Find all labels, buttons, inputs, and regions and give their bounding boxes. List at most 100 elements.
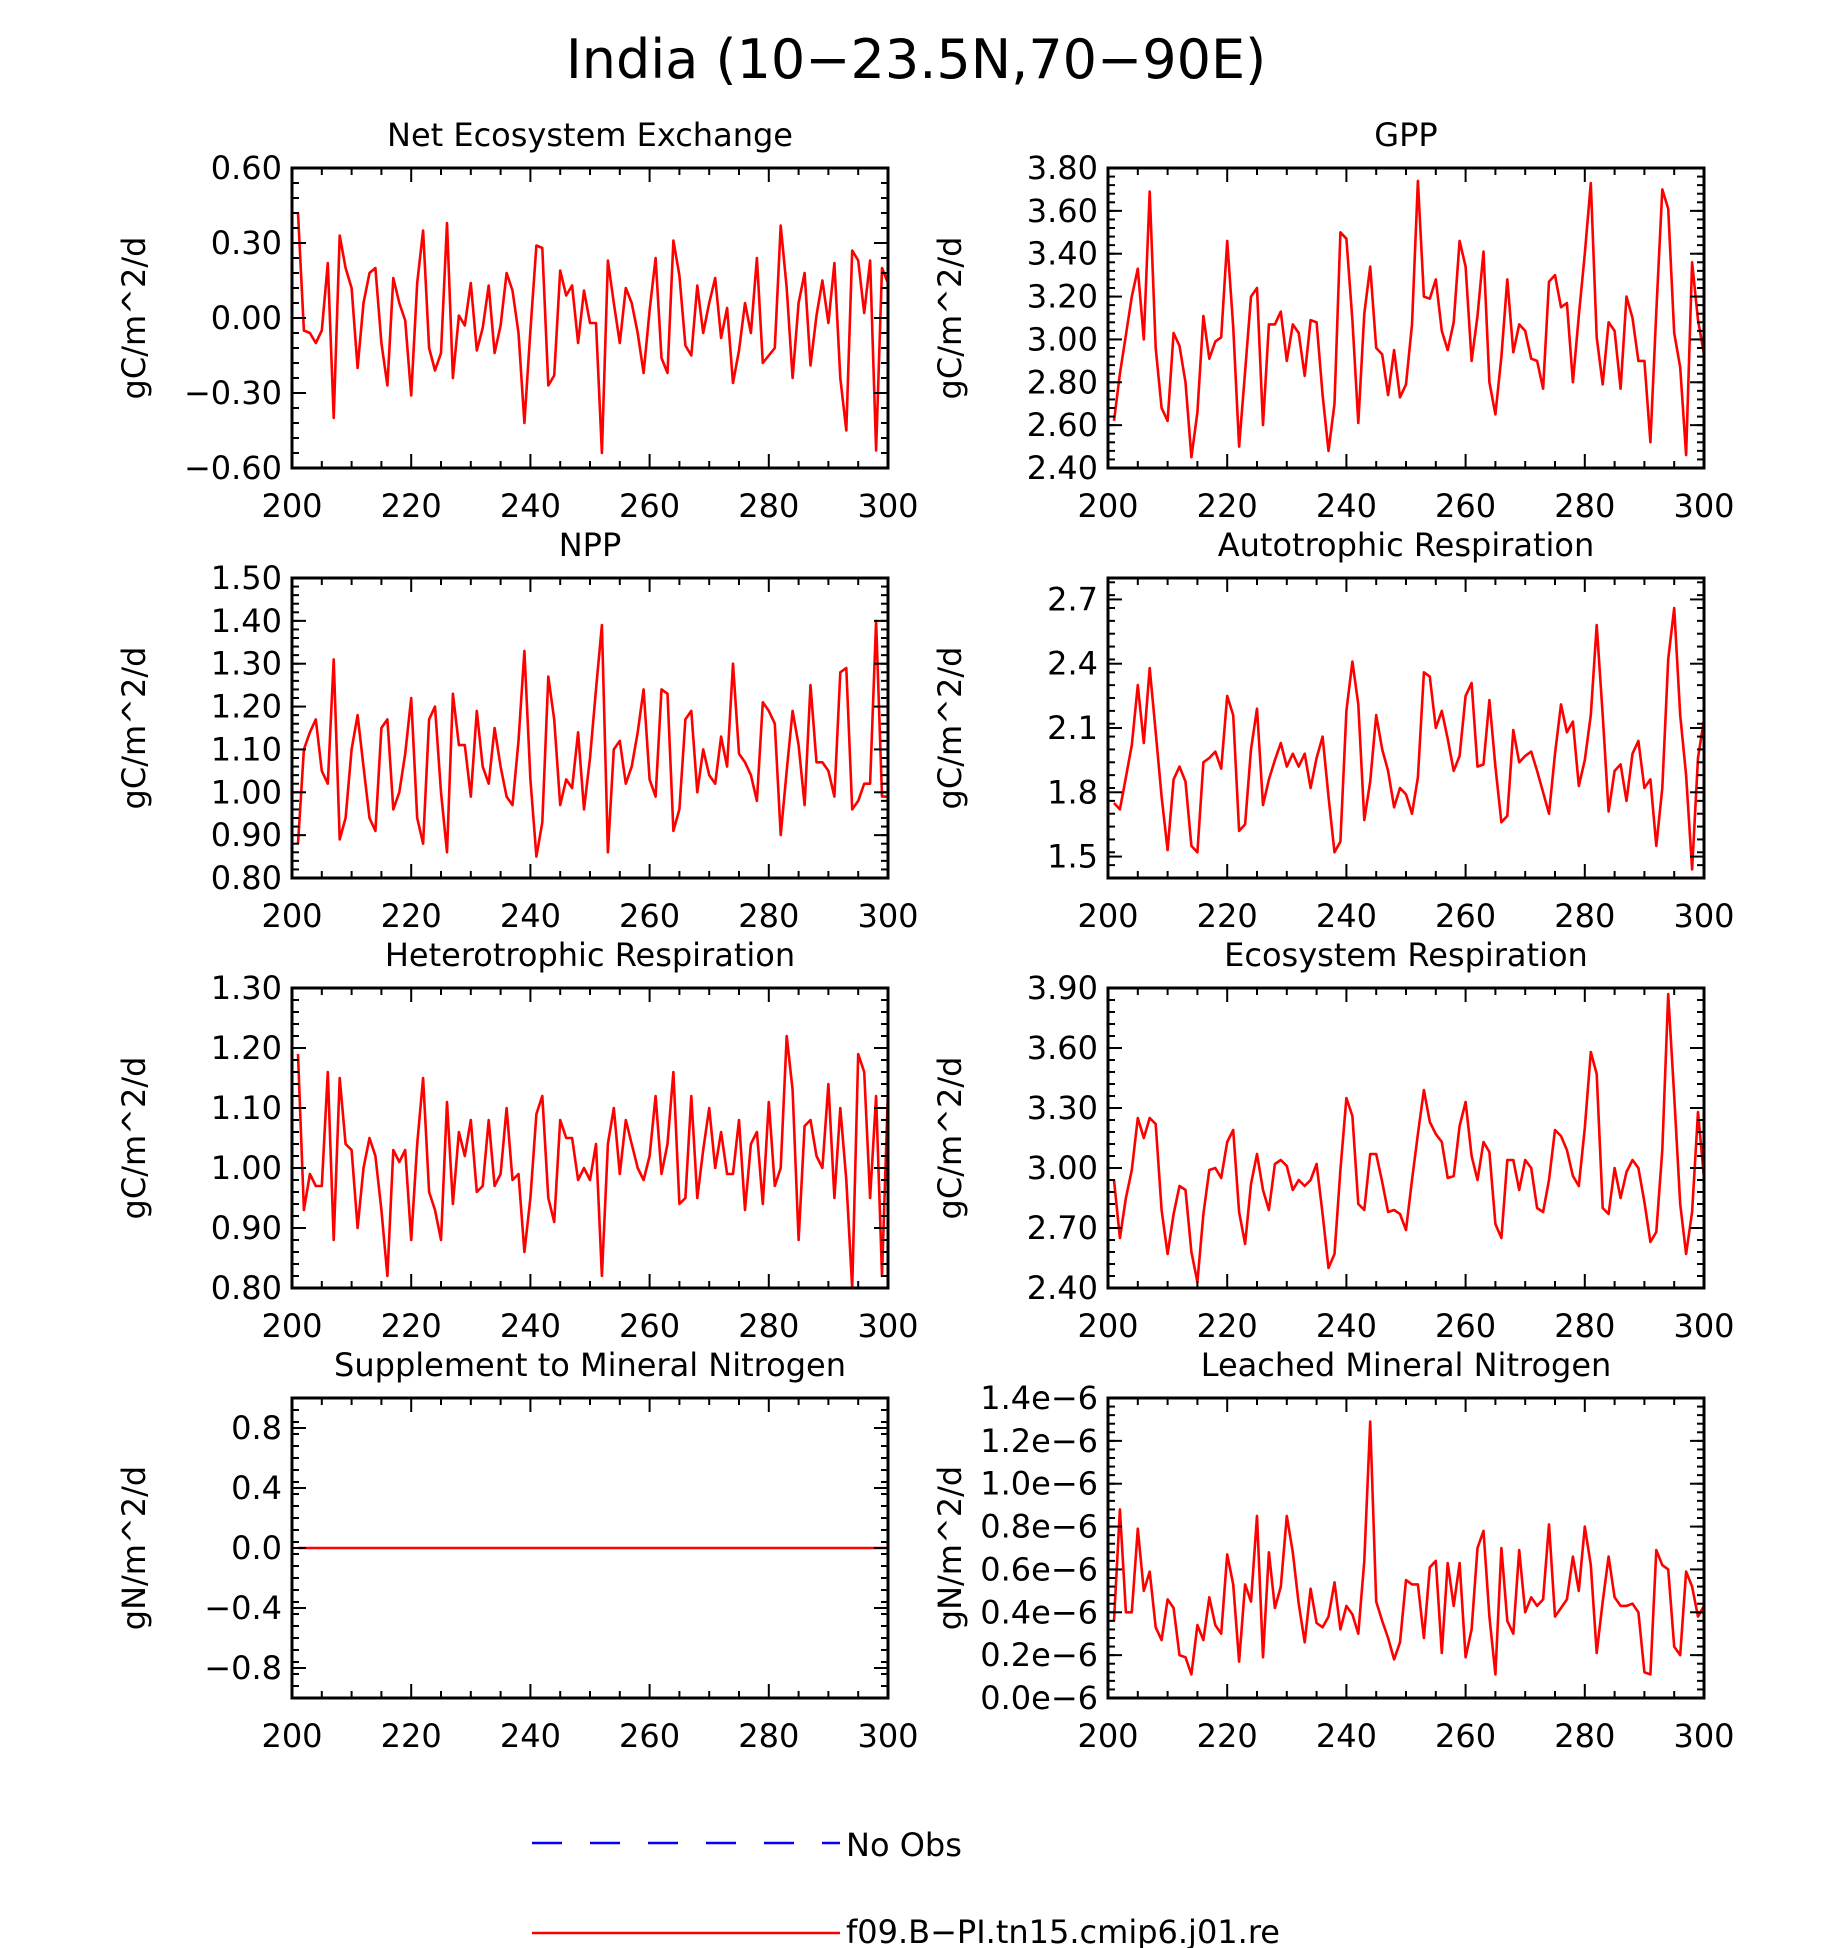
x-tick-label: 300 <box>1673 1307 1734 1345</box>
y-tick-label: 2.1 <box>1047 709 1098 747</box>
y-axis-label: gC/m^2/d <box>931 647 969 810</box>
series-line <box>1112 1420 1706 1676</box>
x-tick-label: 280 <box>1554 1307 1615 1345</box>
chart-panel-7: 200 220 240 260 280 300 −0.8 −0.4 0.0 0.4 0.8 Suppl… <box>115 1346 919 1755</box>
y-tick-label: 0.8e−6 <box>980 1508 1098 1546</box>
y-tick-label: 0.0 <box>231 1529 282 1567</box>
x-tick-label: 300 <box>1673 487 1734 525</box>
legend: No Obs f09.B−PI.tn15.cmip6.j01.re <box>532 1826 1280 1948</box>
y-tick-label: 0.90 <box>211 1209 282 1247</box>
y-tick-label: 1.00 <box>211 773 282 811</box>
y-tick-label: −0.30 <box>184 374 282 412</box>
x-tick-label: 220 <box>1197 897 1258 935</box>
series-line <box>296 212 890 455</box>
y-axis-label: gC/m^2/d <box>931 237 969 400</box>
x-tick-label: 280 <box>738 1307 799 1345</box>
y-tick-label: 0.4e−6 <box>980 1593 1098 1631</box>
y-tick-label: 1.5 <box>1047 838 1098 876</box>
figure-title: India (10−23.5N,70−90E) <box>566 28 1266 91</box>
plot-frame <box>1106 986 1706 1290</box>
y-tick-label: −0.60 <box>184 449 282 487</box>
x-tick-label: 220 <box>1197 1717 1258 1755</box>
y-axis-label: gC/m^2/d <box>931 1057 969 1220</box>
y-tick-label: 0.30 <box>211 224 282 262</box>
x-tick-label: 200 <box>1077 1717 1138 1755</box>
x-tick-label: 280 <box>1554 1717 1615 1755</box>
x-tick-label: 220 <box>381 487 442 525</box>
chart-panel-4: 200 220 240 260 280 300 1.5 1.8 2.1 2.4 2.7 Autotro… <box>931 526 1735 935</box>
panel-title: Heterotrophic Respiration <box>385 936 795 974</box>
plot-frame <box>290 986 890 1290</box>
x-tick-label: 200 <box>261 1307 322 1345</box>
y-tick-label: 0.0e−6 <box>980 1679 1098 1717</box>
y-tick-label: 0.80 <box>211 859 282 897</box>
y-tick-label: 1.20 <box>211 688 282 726</box>
y-tick-label: 3.60 <box>1027 192 1098 230</box>
panel-title: Autotrophic Respiration <box>1218 526 1595 564</box>
y-tick-label: 2.70 <box>1027 1209 1098 1247</box>
x-tick-label: 200 <box>261 1717 322 1755</box>
series-line <box>296 619 888 858</box>
panel-title: Leached Mineral Nitrogen <box>1201 1346 1612 1384</box>
x-tick-label: 200 <box>1077 487 1138 525</box>
chart-panel-6: 200 220 240 260 280 300 2.40 2.70 3.00 3.30 3.60 3.… <box>931 936 1735 1345</box>
y-tick-label: 1.20 <box>211 1029 282 1067</box>
panel-title: Supplement to Mineral Nitrogen <box>334 1346 846 1384</box>
x-tick-label: 240 <box>500 897 561 935</box>
x-tick-label: 260 <box>619 1307 680 1345</box>
y-tick-label: 3.20 <box>1027 278 1098 316</box>
y-tick-label: 3.30 <box>1027 1089 1098 1127</box>
y-tick-label: 2.4 <box>1047 645 1098 683</box>
x-tick-label: 300 <box>857 487 918 525</box>
y-tick-label: 2.40 <box>1027 1269 1098 1307</box>
x-tick-label: 260 <box>1435 487 1496 525</box>
y-tick-label: 3.60 <box>1027 1029 1098 1067</box>
chart-panel-5: 200 220 240 260 280 300 0.80 0.90 1.00 1.10 1.20 1.… <box>115 936 919 1345</box>
x-tick-label: 280 <box>1554 897 1615 935</box>
y-tick-label: 3.40 <box>1027 235 1098 273</box>
y-axis-label: gC/m^2/d <box>115 647 153 810</box>
y-axis-label: gC/m^2/d <box>115 1057 153 1220</box>
x-tick-label: 200 <box>261 897 322 935</box>
y-tick-label: 0.90 <box>211 816 282 854</box>
panel-title: GPP <box>1374 116 1437 154</box>
legend-model-label: f09.B−PI.tn15.cmip6.j01.re <box>846 1913 1280 1948</box>
y-axis-label: gN/m^2/d <box>115 1466 153 1630</box>
x-tick-label: 300 <box>857 1307 918 1345</box>
chart-panel-2: 200 220 240 260 280 300 2.40 2.60 2.80 3.00 3.20 3.… <box>931 116 1735 525</box>
y-tick-label: 2.80 <box>1027 363 1098 401</box>
y-tick-label: 2.60 <box>1027 406 1098 444</box>
chart-panels: 200 220 240 260 280 300 −0.60 −0.30 0.00 0.30 0.60… <box>115 116 1735 1755</box>
x-tick-label: 260 <box>619 897 680 935</box>
series-line <box>1112 179 1706 459</box>
x-tick-label: 200 <box>261 487 322 525</box>
chart-panel-8: 200 220 240 260 280 300 0.0e−6 0.2e−6 0.4e−6 0.6e… <box>931 1346 1735 1755</box>
x-tick-label: 240 <box>1316 1717 1377 1755</box>
x-tick-label: 240 <box>500 1717 561 1755</box>
legend-obs-label: No Obs <box>846 1826 962 1864</box>
y-tick-label: 3.80 <box>1027 149 1098 187</box>
x-tick-label: 260 <box>619 487 680 525</box>
x-tick-label: 200 <box>1077 1307 1138 1345</box>
x-tick-label: 240 <box>1316 487 1377 525</box>
y-tick-label: 1.2e−6 <box>980 1422 1098 1460</box>
y-tick-label: 0.4 <box>231 1469 282 1507</box>
x-tick-label: 240 <box>1316 1307 1377 1345</box>
y-tick-label: 1.4e−6 <box>980 1379 1098 1417</box>
y-tick-label: −0.4 <box>204 1589 282 1627</box>
y-tick-label: 3.00 <box>1027 1149 1098 1187</box>
y-tick-label: 1.50 <box>211 559 282 597</box>
x-tick-label: 280 <box>738 897 799 935</box>
x-tick-label: 260 <box>1435 897 1496 935</box>
x-tick-label: 220 <box>381 1717 442 1755</box>
series-line <box>296 1034 890 1290</box>
y-axis-label: gC/m^2/d <box>115 237 153 400</box>
y-tick-label: 0.6e−6 <box>980 1550 1098 1588</box>
y-tick-label: 1.00 <box>211 1149 282 1187</box>
x-tick-label: 300 <box>1673 1717 1734 1755</box>
x-tick-label: 300 <box>1673 897 1734 935</box>
panel-title: Ecosystem Respiration <box>1224 936 1588 974</box>
chart-panel-3: 200 220 240 260 280 300 0.80 0.90 1.00 1.10 1.20 1.… <box>115 526 919 935</box>
x-tick-label: 300 <box>857 1717 918 1755</box>
panel-title: NPP <box>559 526 622 564</box>
